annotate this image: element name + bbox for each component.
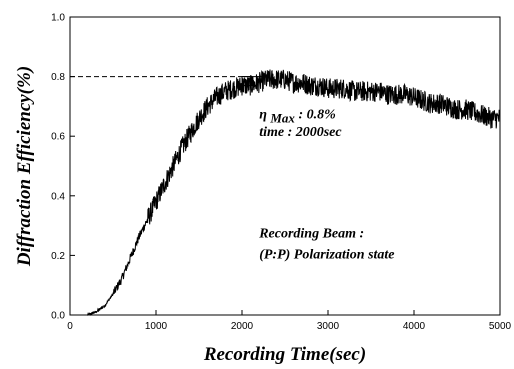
x-tick-label: 5000 bbox=[489, 321, 512, 332]
annotation-time: time : 2000sec bbox=[259, 125, 342, 140]
plot-frame bbox=[69, 16, 501, 316]
y-axis-title: Diffraction Efficiency(%) bbox=[14, 66, 35, 267]
y-axis-ticks: 0.0 0.2 0.4 0.6 0.8 1.0 bbox=[51, 13, 75, 322]
annotation-recording-beam: Recording Beam : bbox=[258, 227, 364, 242]
y-tick-label: 1.0 bbox=[51, 13, 65, 24]
annotations: η Max : 0.8% time : 2000sec Recording Be… bbox=[258, 107, 394, 262]
y-tick-label: 0.4 bbox=[51, 191, 65, 202]
annotation-polarization: (P:P) Polarization state bbox=[259, 247, 394, 262]
y-tick-label: 0.0 bbox=[51, 311, 65, 322]
y-tick-label: 0.8 bbox=[51, 72, 65, 83]
y-tick-label: 0.6 bbox=[51, 132, 65, 143]
x-tick-label: 3000 bbox=[317, 321, 340, 332]
x-tick-label: 2000 bbox=[231, 321, 254, 332]
x-tick-label: 0 bbox=[67, 321, 73, 332]
x-axis-ticks: 0 1000 2000 3000 4000 5000 bbox=[67, 310, 512, 332]
eta-symbol: η bbox=[259, 107, 267, 122]
eta-subscript: Max bbox=[269, 110, 295, 125]
x-axis-title: Recording Time(sec) bbox=[203, 344, 366, 365]
series-line bbox=[86, 69, 501, 317]
y-tick-label: 0.2 bbox=[51, 251, 65, 262]
x-tick-label: 4000 bbox=[403, 321, 426, 332]
eta-value: : 0.8% bbox=[298, 107, 335, 122]
x-tick-label: 1000 bbox=[145, 321, 168, 332]
annotation-eta-max: η Max : 0.8% bbox=[259, 107, 336, 126]
